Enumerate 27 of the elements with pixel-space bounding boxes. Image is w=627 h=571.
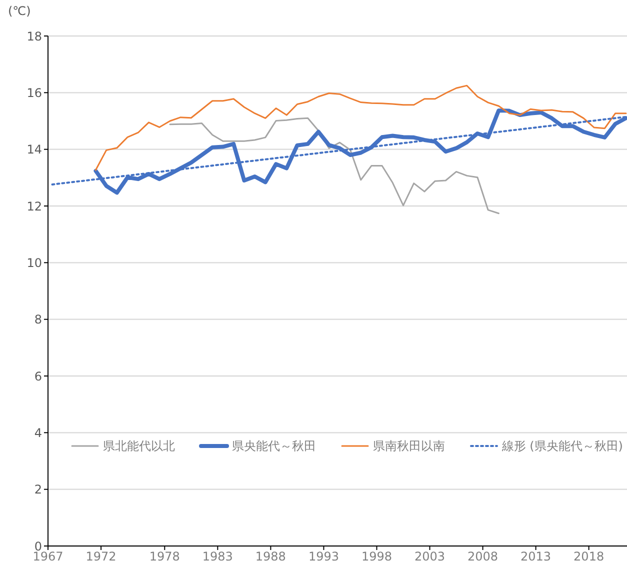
legend-label: 県南秋田以南 (372, 438, 445, 455)
x-tick-label: 1998 (361, 550, 392, 564)
y-tick-label: 6 (34, 369, 42, 384)
legend-label: 県北能代以北 (103, 438, 175, 455)
y-tick-label: 12 (26, 199, 42, 214)
y-tick-label: 14 (26, 142, 42, 157)
x-tick-label: 1978 (149, 550, 180, 564)
line-series (169, 117, 500, 214)
x-tick-label: 2003 (414, 550, 446, 564)
y-tick-label: 8 (34, 312, 42, 327)
x-tick-label: 1988 (255, 550, 286, 564)
x-tick-label: 2013 (520, 550, 552, 564)
x-tick-label: 2018 (574, 550, 604, 564)
y-tick-label: 2 (34, 482, 42, 497)
line-series (94, 84, 627, 171)
y-tick-label: 16 (26, 86, 42, 100)
legend-label: 線形 (県央能代～秋田) (502, 438, 623, 455)
legend-label: 県央能代～秋田 (232, 438, 316, 455)
x-tick-label: 1967 (32, 550, 64, 564)
x-tick-label: 1993 (308, 550, 339, 564)
y-tick-label: 4 (34, 426, 42, 440)
x-tick-label: 2008 (468, 550, 498, 564)
x-tick-label: 1983 (202, 550, 233, 564)
x-tick-label: 1972 (86, 550, 116, 564)
y-tick-label: 18 (26, 29, 42, 44)
y-axis-title: (℃) (8, 4, 31, 18)
y-tick-label: 10 (26, 256, 42, 270)
